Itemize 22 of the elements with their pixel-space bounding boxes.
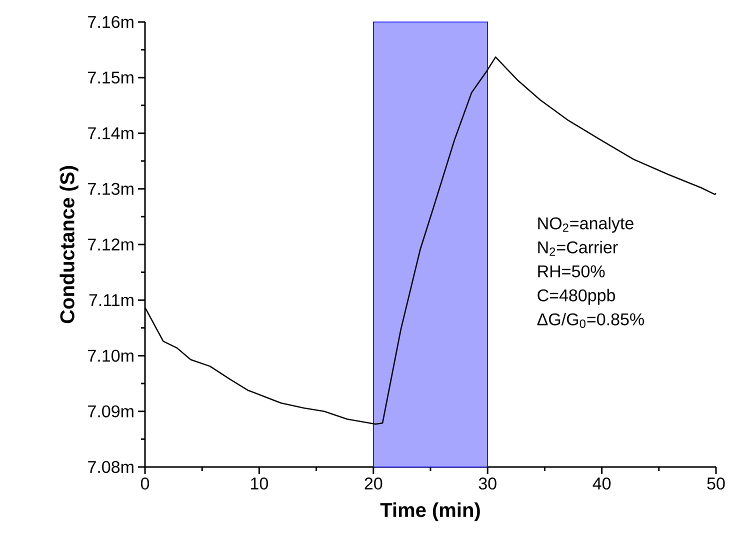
- y-axis-title: Conductance (S): [60, 166, 78, 324]
- x-tick-label: 20: [364, 478, 382, 490]
- y-tick-label: 7.09m: [88, 405, 134, 418]
- y-tick-label: 7.08m: [88, 460, 134, 474]
- annotation: C=480ppb: [538, 288, 616, 305]
- annotation: NO$_{2}$=analyte: [538, 216, 634, 233]
- x-tick-label: 0: [140, 478, 150, 490]
- y-tick-label: 7.16m: [88, 16, 134, 28]
- y-tick-label: 7.11m: [89, 294, 134, 306]
- y-tick-label: 7.15m: [88, 72, 134, 84]
- y-tick-label: 7.12m: [88, 238, 134, 250]
- x-tick-label: 10: [251, 478, 268, 490]
- y-tick-label: 7.13m: [88, 182, 134, 195]
- y-tick-label: 7.10m: [88, 350, 134, 362]
- x-tick-label: 40: [592, 478, 611, 490]
- x-tick-label: 50: [707, 478, 725, 490]
- x-axis-title: Time (min): [380, 502, 480, 522]
- annotation: ΔG/G$_{0}$=0.85%: [537, 312, 644, 328]
- y-tick-label: 7.14m: [88, 127, 134, 140]
- annotation: RH=50%: [538, 265, 605, 278]
- x-tick-label: 30: [478, 478, 496, 490]
- annotation: N$_{2}$=Carrier: [538, 240, 618, 256]
